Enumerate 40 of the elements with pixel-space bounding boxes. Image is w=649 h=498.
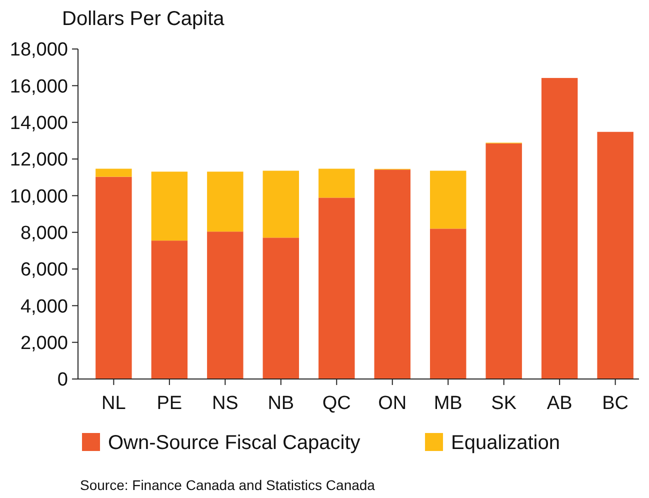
y-tick-label: 8,000 <box>20 222 68 244</box>
bar <box>151 172 188 241</box>
y-tick-label: 18,000 <box>10 40 68 61</box>
bar <box>430 228 466 379</box>
x-tick-label: BC <box>602 393 629 414</box>
x-tick-label: PE <box>156 393 182 414</box>
y-tick-label: 6,000 <box>20 260 68 281</box>
source-note: Source: Finance Canada and Statistics Canada <box>80 477 376 493</box>
y-tick-label: 10,000 <box>10 186 68 208</box>
bar <box>207 232 244 379</box>
bar <box>430 170 466 229</box>
x-tick-label: NL <box>102 393 126 414</box>
chart-title: Dollars Per Capita <box>62 8 226 30</box>
y-tick-label: 0 <box>57 370 68 391</box>
x-tick-label: NS <box>212 393 238 414</box>
y-tick-label: 14,000 <box>10 112 68 134</box>
bar <box>262 170 300 238</box>
bar <box>96 168 132 177</box>
y-tick-label: 2,000 <box>20 332 68 354</box>
x-tick-label: QC <box>322 393 351 414</box>
legend-label: Own-Source Fiscal Capacity <box>108 432 360 454</box>
bar <box>207 172 244 232</box>
x-tick-label: MB <box>434 393 462 414</box>
y-tick-label: 4,000 <box>20 296 68 318</box>
bar <box>151 240 188 379</box>
bar <box>318 168 355 198</box>
legend-label: Equalization <box>451 432 560 454</box>
y-tick-label: 16,000 <box>10 76 68 98</box>
bar <box>374 170 410 379</box>
x-tick-label: SK <box>491 393 517 414</box>
bar <box>318 198 355 379</box>
bar <box>96 176 132 379</box>
bar <box>597 132 634 379</box>
bar <box>262 238 300 379</box>
x-tick-label: ON <box>378 393 407 414</box>
y-tick-label: 12,000 <box>10 150 68 171</box>
x-tick-label: AB <box>546 393 572 414</box>
bar <box>541 78 578 379</box>
bar <box>486 143 522 379</box>
x-tick-label: NB <box>268 393 294 414</box>
